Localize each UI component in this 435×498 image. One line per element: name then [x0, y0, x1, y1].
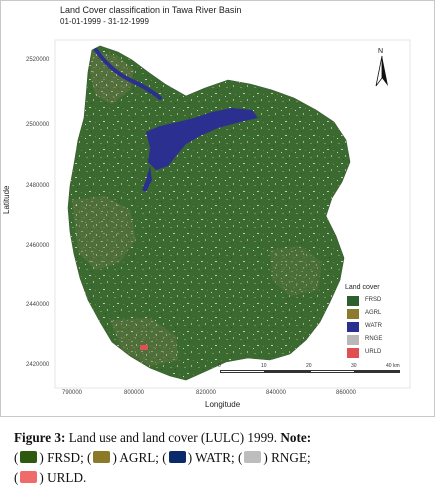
- y-tick-label: 2420000: [26, 362, 50, 368]
- watr-swatch: [168, 451, 186, 463]
- caption-paren: (: [162, 450, 167, 465]
- scale-bar: 0 10 20 30 40 km: [218, 363, 403, 379]
- figure-label: Figure 3:: [14, 430, 66, 445]
- agrl-swatch: [93, 451, 111, 463]
- caption-legend-rnge: ) RNGE;: [263, 450, 311, 465]
- legend-swatch: [347, 348, 359, 358]
- legend-label: FRSD: [365, 297, 382, 303]
- reservoir: [146, 108, 258, 170]
- figure-caption: Figure 3: Land use and land cover (LULC)…: [14, 428, 424, 488]
- scale-tick: 20: [306, 363, 312, 369]
- x-tick-label: 820000: [196, 390, 217, 396]
- legend-swatch: [347, 322, 359, 332]
- mixed-zone-north: [90, 52, 134, 104]
- scale-tick: 0: [218, 363, 221, 369]
- scale-segment: [310, 370, 355, 373]
- legend-label: URLD: [365, 349, 382, 355]
- map-subtitle: 01-01-1999 - 31-12-1999: [60, 17, 149, 26]
- legend-title: Land cover: [345, 284, 380, 291]
- river-channel: [94, 48, 162, 100]
- legend-swatch: [347, 296, 359, 306]
- legend-label: WATR: [365, 323, 382, 329]
- scale-segment: [220, 370, 265, 373]
- scale-tick: 30: [351, 363, 357, 369]
- legend-swatch: [347, 335, 359, 345]
- y-tick-label: 2480000: [26, 183, 50, 189]
- mixed-zone-south: [110, 318, 178, 366]
- caption-legend-watr: ) WATR;: [187, 450, 235, 465]
- x-tick-label: 800000: [124, 390, 145, 396]
- x-tick-label: 790000: [62, 390, 83, 396]
- y-axis-label: Latitude: [2, 185, 11, 214]
- legend-swatch: [347, 309, 359, 319]
- legend-label: AGRL: [365, 310, 382, 316]
- caption-paren: (: [238, 450, 243, 465]
- caption-legend-urld: ) URLD.: [39, 470, 87, 485]
- caption-legend-frsd: ) FRSD;: [39, 450, 84, 465]
- y-tick-label: 2520000: [26, 57, 50, 63]
- scale-tick: 40 km: [386, 363, 400, 369]
- reservoir-arm: [142, 166, 152, 192]
- caption-paren: (: [87, 450, 92, 465]
- rnge-swatch: [244, 451, 262, 463]
- basin-area: [67, 45, 351, 381]
- legend-label: RNGE: [365, 336, 383, 342]
- mixed-zone-east: [270, 246, 322, 296]
- north-label: N: [378, 48, 384, 55]
- frsd-swatch: [20, 451, 38, 463]
- x-tick-label: 840000: [266, 390, 287, 396]
- mixed-zone-west: [72, 196, 136, 270]
- caption-paren: (: [14, 450, 19, 465]
- caption-paren: (: [14, 470, 19, 485]
- caption-legend-agrl: ) AGRL;: [112, 450, 159, 465]
- note-label: Note:: [280, 430, 312, 445]
- basin-map: [54, 39, 411, 389]
- scale-segment: [355, 370, 400, 373]
- scale-segment: [265, 370, 310, 373]
- urban-patch: [140, 345, 148, 350]
- x-axis-label: Longitude: [205, 400, 241, 409]
- north-arrow-icon: [375, 55, 388, 87]
- y-tick-label: 2440000: [26, 302, 50, 308]
- urld-swatch: [20, 471, 38, 483]
- caption-text: Land use and land cover (LULC) 1999.: [65, 430, 281, 445]
- y-tick-label: 2460000: [26, 243, 50, 249]
- scale-tick: 10: [261, 363, 267, 369]
- y-tick-label: 2500000: [26, 122, 50, 128]
- map-title: Land Cover classification in Tawa River …: [60, 5, 242, 15]
- x-tick-label: 860000: [336, 390, 357, 396]
